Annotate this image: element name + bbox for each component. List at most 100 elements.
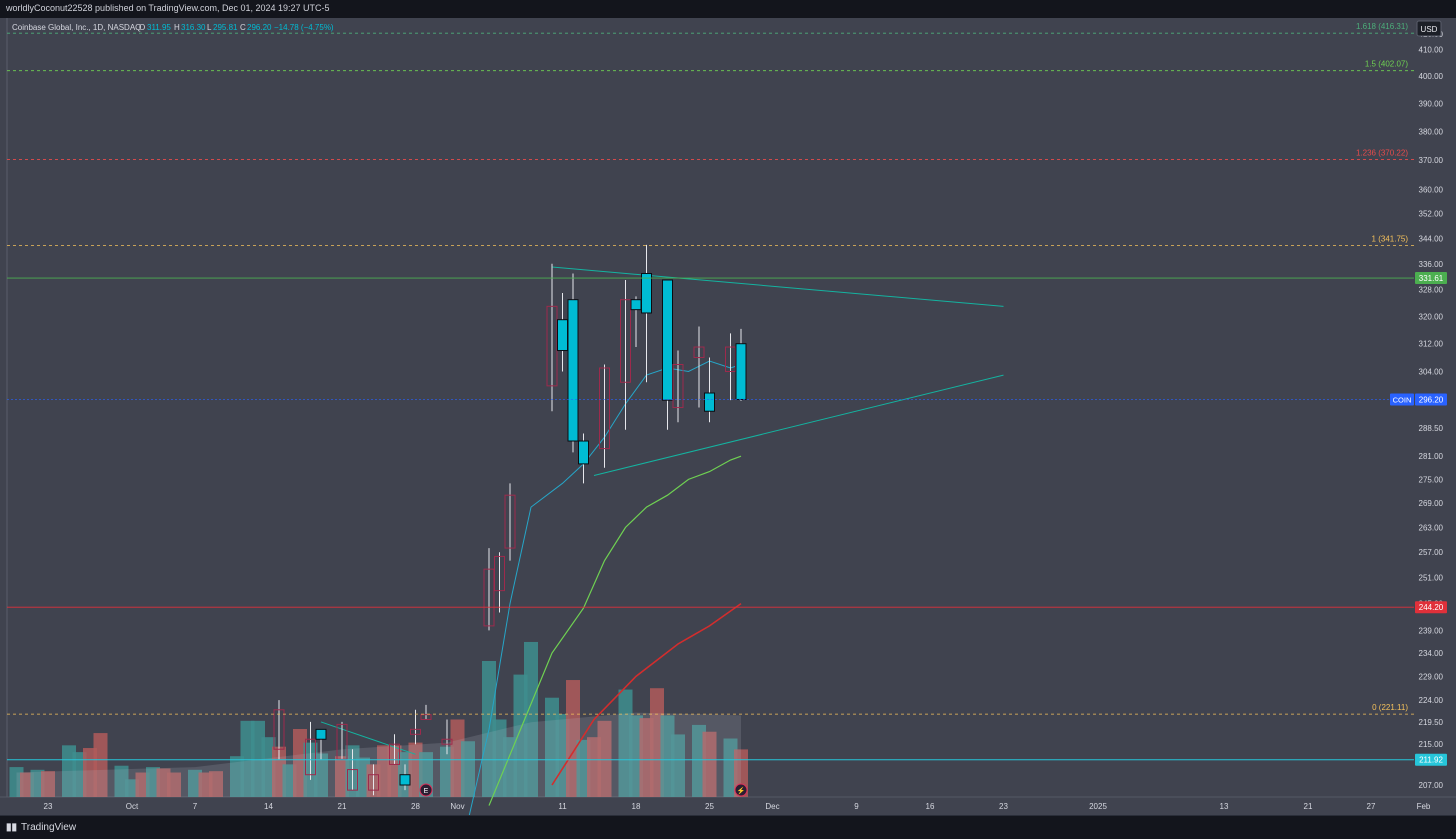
candle-bear [389,743,400,765]
candle-bull [567,299,579,442]
price-axis: 416.00410.00400.00390.00380.00370.00360.… [1390,30,1447,790]
fib-level-label: 1.618 (416.31) [1356,22,1408,31]
candle-bull [399,774,411,786]
volume-bar [597,720,612,797]
time-tick-label: Oct [126,802,139,811]
trendline [593,374,1004,476]
time-tick-label: 14 [264,802,273,811]
tradingview-brand[interactable]: ▮▮ TradingView [6,822,76,833]
candle-bear [494,555,505,592]
time-tick-label: 28 [411,802,420,811]
price-tick-label: 304.00 [1419,367,1444,376]
time-axis-background [0,797,1456,815]
price-tick-label: 312.00 [1419,340,1444,349]
price-tick-label: 269.00 [1419,499,1444,508]
time-tick-label: 13 [1220,802,1229,811]
event-marker-badge [419,783,433,797]
ema-mid-line [488,455,742,806]
time-tick-label: 23 [999,802,1008,811]
price-tick-label: 234.00 [1419,649,1444,658]
price-tick-label: 239.00 [1419,626,1444,635]
candle-bear [420,714,432,720]
price-line-value: 296.20 [1419,395,1444,404]
price-tick-label: 275.00 [1419,475,1444,484]
candle-bear [693,346,705,359]
brand-label: TradingView [21,822,77,833]
candle-bear [305,738,316,776]
symbol-name: Coinbase Global, Inc., 1D, NASDAQ [12,23,141,32]
price-tick-label: 410.00 [1419,46,1444,55]
price-tick-label: 380.00 [1419,127,1444,136]
candle-bull [557,319,568,352]
fib-level-label: 1.236 (370.22) [1356,148,1408,157]
candle-bull [641,273,652,314]
tradingview-logo-icon: ▮▮ [6,822,18,833]
price-axis-background [1414,18,1456,797]
price-chart[interactable]: E ⚡ 1.618 (416.31) 1.5 (402.07) 1.236 (370.… [0,18,1456,822]
ema-slow-line [551,603,742,786]
price-tick-label: 370.00 [1419,156,1444,165]
ohlc-h-label: H [174,23,180,32]
ema-fast-line [467,360,742,822]
price-line-tag [1415,393,1447,406]
ohlc-change: −14.78 (−4.75%) [274,23,334,32]
candle-bear [410,728,421,735]
currency-button[interactable]: USD [1416,20,1442,37]
price-tick-label: 215.00 [1419,740,1444,749]
volume-bar [41,771,55,797]
price-line-value: 331.61 [1419,274,1444,283]
indicator-layer [320,266,1004,822]
event-marker-label: E [424,788,429,795]
price-tick-label: 281.00 [1419,452,1444,461]
candle-bear [347,769,358,791]
candle-bear [672,364,684,409]
price-line-tag [1415,753,1447,766]
candle-bull [704,392,715,412]
event-marker-badge [734,783,748,797]
time-tick-label: 25 [705,802,714,811]
volume-layer [9,641,748,797]
time-tick-label: 21 [338,802,347,811]
price-tick-label: 352.00 [1419,210,1444,219]
ohlc-c-label: C [240,23,246,32]
price-tick-label: 263.00 [1419,523,1444,532]
time-tick-label: 16 [926,802,935,811]
time-tick-label: 27 [1367,802,1376,811]
price-tick-label: 207.00 [1419,781,1444,790]
volume-bar [314,753,328,797]
candle-bull [662,279,673,401]
event-marker: ⚡ [734,783,748,797]
candle-bear [483,568,495,627]
candle-bear [441,738,453,745]
time-tick-label: Nov [450,802,464,811]
publisher-bar: worldlyCoconut22528 published on Trading… [0,0,1456,18]
time-tick-label: 23 [44,802,53,811]
fib-level-label: 1 (341.75) [1372,235,1409,244]
ohlc-h-value: 316.30 [181,23,206,32]
candle-bear [599,367,610,450]
chart-canvas[interactable]: E ⚡ 1.618 (416.31) 1.5 (402.07) 1.236 (370.… [0,18,1456,822]
time-axis: 23 Oct 7 14 21 28 Nov 11 18 25 Dec 9 16 23 2025 13 21 27 F… [44,802,1431,811]
ohlc-o-value: 311.95 [147,23,171,32]
time-tick-label: 9 [854,802,859,811]
ohlc-l-label: L [207,23,212,32]
volume-bar [671,734,685,797]
time-tick-label: Dec [765,802,779,811]
fib-level-label: 1.5 (402.07) [1365,60,1408,69]
candle-bear [273,709,285,750]
price-line-value: 211.92 [1419,756,1443,765]
price-tick-label: 257.00 [1419,548,1444,557]
price-tick-label: 344.00 [1419,234,1444,243]
event-marker-label: ⚡ [737,786,746,795]
levels-layer: 1.618 (416.31) 1.5 (402.07) 1.236 (370.22)… [7,22,1414,761]
price-tick-label: 251.00 [1419,574,1444,583]
event-marker: E [419,783,433,797]
ohlc-c-value: 296.20 [247,23,272,32]
time-tick-label: 18 [632,802,641,811]
price-tick-label: 336.00 [1419,260,1444,269]
price-tick-label: 288.50 [1419,424,1444,433]
price-tick-label: 219.50 [1419,718,1444,727]
volume-bar [702,731,717,797]
price-tick-label: 320.00 [1419,312,1444,321]
ohlc-l-value: 295.81 [213,23,238,32]
